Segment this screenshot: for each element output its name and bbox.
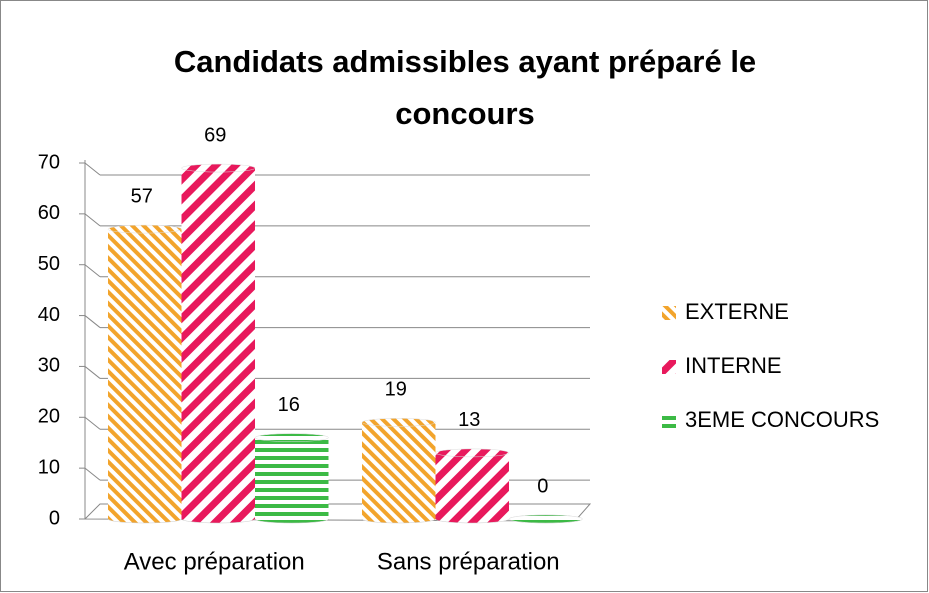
x-tick-label: Sans préparation [377,548,560,575]
legend-swatch [662,360,676,374]
legend-label: INTERNE [685,353,782,378]
grid-line [84,213,101,227]
grid-line [84,315,101,328]
legend-label: EXTERNE [685,299,789,324]
y-tick-label: 60 [38,202,60,224]
y-tick-label: 70 [38,151,60,173]
y-tick-label: 50 [38,253,60,275]
bar [108,229,182,519]
bar-top [254,433,329,442]
y-tick-label: 30 [38,355,60,377]
data-label: 0 [537,475,548,497]
x-tick-label: Avec préparation [124,548,305,575]
legend-label: 3EME CONCOURS [685,407,879,432]
bar-top [508,514,583,524]
y-tick-label: 40 [38,304,60,326]
data-label: 57 [131,185,153,207]
grid-line [84,162,101,176]
chart-title: Candidats admissibles ayant préparé le c… [173,44,757,131]
data-label: 16 [278,394,300,416]
bar-top [107,224,182,234]
bar [181,168,255,520]
bar-top [181,163,256,173]
bar [255,437,329,519]
bar [435,452,509,519]
data-label: 13 [458,409,480,431]
y-tick-label: 10 [38,456,60,478]
grid-line [84,467,101,481]
data-label: 69 [204,124,226,146]
grid-line [84,366,101,379]
legend-swatch [662,414,676,428]
bar [362,422,436,519]
bar-top [435,448,510,458]
y-tick-label: 20 [38,406,60,428]
grid-line [84,416,101,430]
bar-top [361,418,436,427]
data-label: 19 [385,379,407,401]
legend-swatch [662,306,676,320]
y-tick-label: 0 [49,507,60,529]
grid-line [84,264,101,278]
